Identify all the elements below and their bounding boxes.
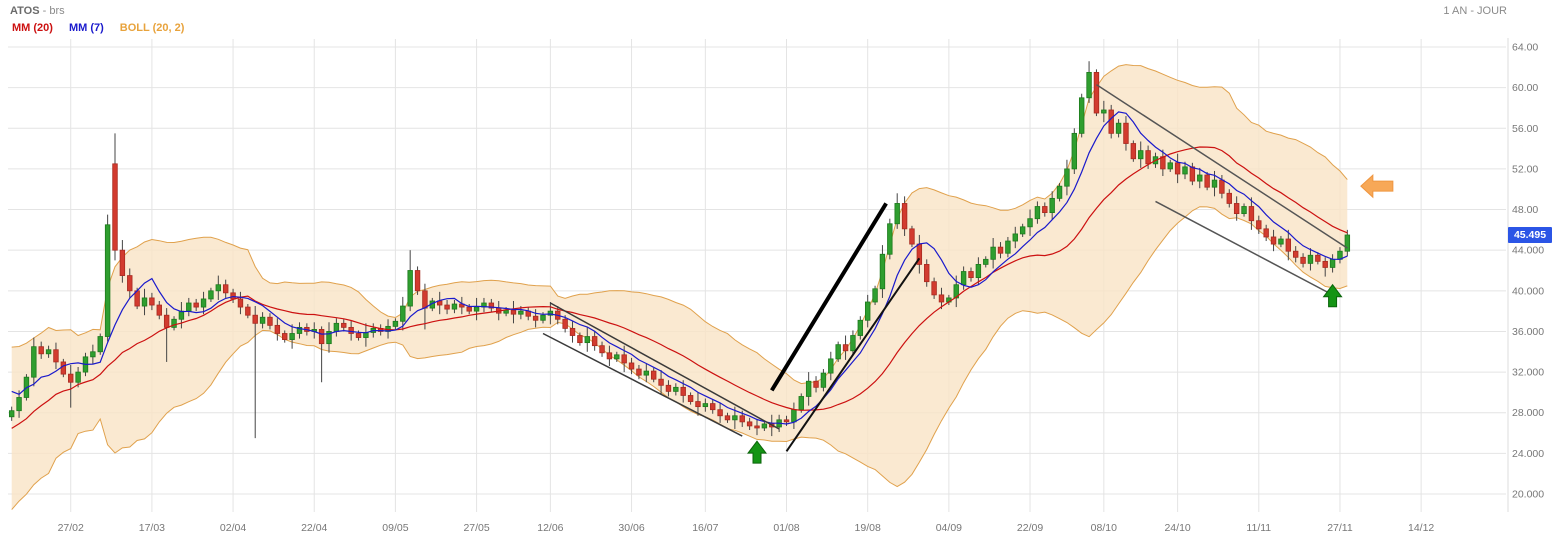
- up-arrow-icon[interactable]: [1322, 283, 1343, 308]
- x-axis-label: 19/08: [855, 522, 881, 534]
- mm20-line: [11, 146, 1348, 429]
- y-axis-label: 32.000: [1512, 367, 1544, 379]
- x-axis-label: 14/12: [1408, 522, 1434, 534]
- trend-line-annotation[interactable]: [1096, 83, 1348, 249]
- legend-boll: BOLL (20, 2): [119, 22, 185, 34]
- x-axis-label: 27/05: [463, 522, 489, 534]
- x-axis-label: 08/10: [1091, 522, 1117, 534]
- y-axis-label: 64.00: [1512, 42, 1538, 54]
- y-axis-label: 60.00: [1512, 82, 1538, 94]
- y-axis-label: 36.000: [1512, 326, 1544, 338]
- bollinger-upper-line: [11, 64, 1348, 385]
- x-axis-label: 24/10: [1164, 522, 1190, 534]
- x-axis-label: 17/03: [139, 522, 165, 534]
- x-axis-label: 16/07: [692, 522, 718, 534]
- left-arrow-icon[interactable]: [1360, 174, 1394, 199]
- candlesticks: [8, 61, 1351, 439]
- trend-line-annotation[interactable]: [1155, 200, 1333, 296]
- trend-line-annotation[interactable]: [770, 202, 888, 392]
- up-arrow-icon[interactable]: [747, 440, 767, 464]
- x-axis-label: 02/04: [220, 522, 246, 534]
- y-axis-label: 20.000: [1512, 489, 1544, 501]
- x-axis-label: 22/09: [1017, 522, 1043, 534]
- chart-title: ATOS - brs: [10, 5, 65, 17]
- trend-line-annotation[interactable]: [542, 332, 743, 437]
- y-axis-label: 48.00: [1512, 204, 1538, 216]
- x-axis-label: 11/11: [1246, 522, 1271, 534]
- y-axis-label: 40.000: [1512, 285, 1544, 297]
- y-axis-label: 28.000: [1512, 407, 1544, 419]
- timeframe-label: 1 AN - JOUR: [1443, 5, 1507, 17]
- y-axis-label: 24.000: [1512, 448, 1544, 460]
- y-axis-label: 56.00: [1512, 123, 1538, 135]
- x-axis-label: 12/06: [537, 522, 563, 534]
- trend-line-annotation[interactable]: [785, 257, 921, 452]
- legend-mm20: MM (20): [12, 22, 53, 34]
- bollinger-band-fill: [11, 64, 1348, 510]
- symbol-label: ATOS: [10, 5, 40, 17]
- x-axis-label: 04/09: [936, 522, 962, 534]
- indicator-legend: MM (20) MM (7) BOLL (20, 2): [12, 22, 184, 34]
- mm7-line: [11, 111, 1348, 425]
- trend-line-annotation[interactable]: [550, 302, 780, 430]
- x-axis-label: 27/11: [1327, 522, 1353, 534]
- x-axis-label: 27/02: [58, 522, 84, 534]
- x-axis-label: 09/05: [382, 522, 408, 534]
- x-axis-label: 30/06: [618, 522, 644, 534]
- y-axis-label: 52.00: [1512, 163, 1538, 175]
- legend-mm7: MM (7): [68, 22, 104, 34]
- x-axis-label: 01/08: [773, 522, 799, 534]
- symbol-suffix: - brs: [42, 5, 65, 17]
- y-axis-label: 44.000: [1512, 245, 1544, 257]
- last-price-badge: 45.495: [1508, 226, 1552, 243]
- x-axis-label: 22/04: [301, 522, 327, 534]
